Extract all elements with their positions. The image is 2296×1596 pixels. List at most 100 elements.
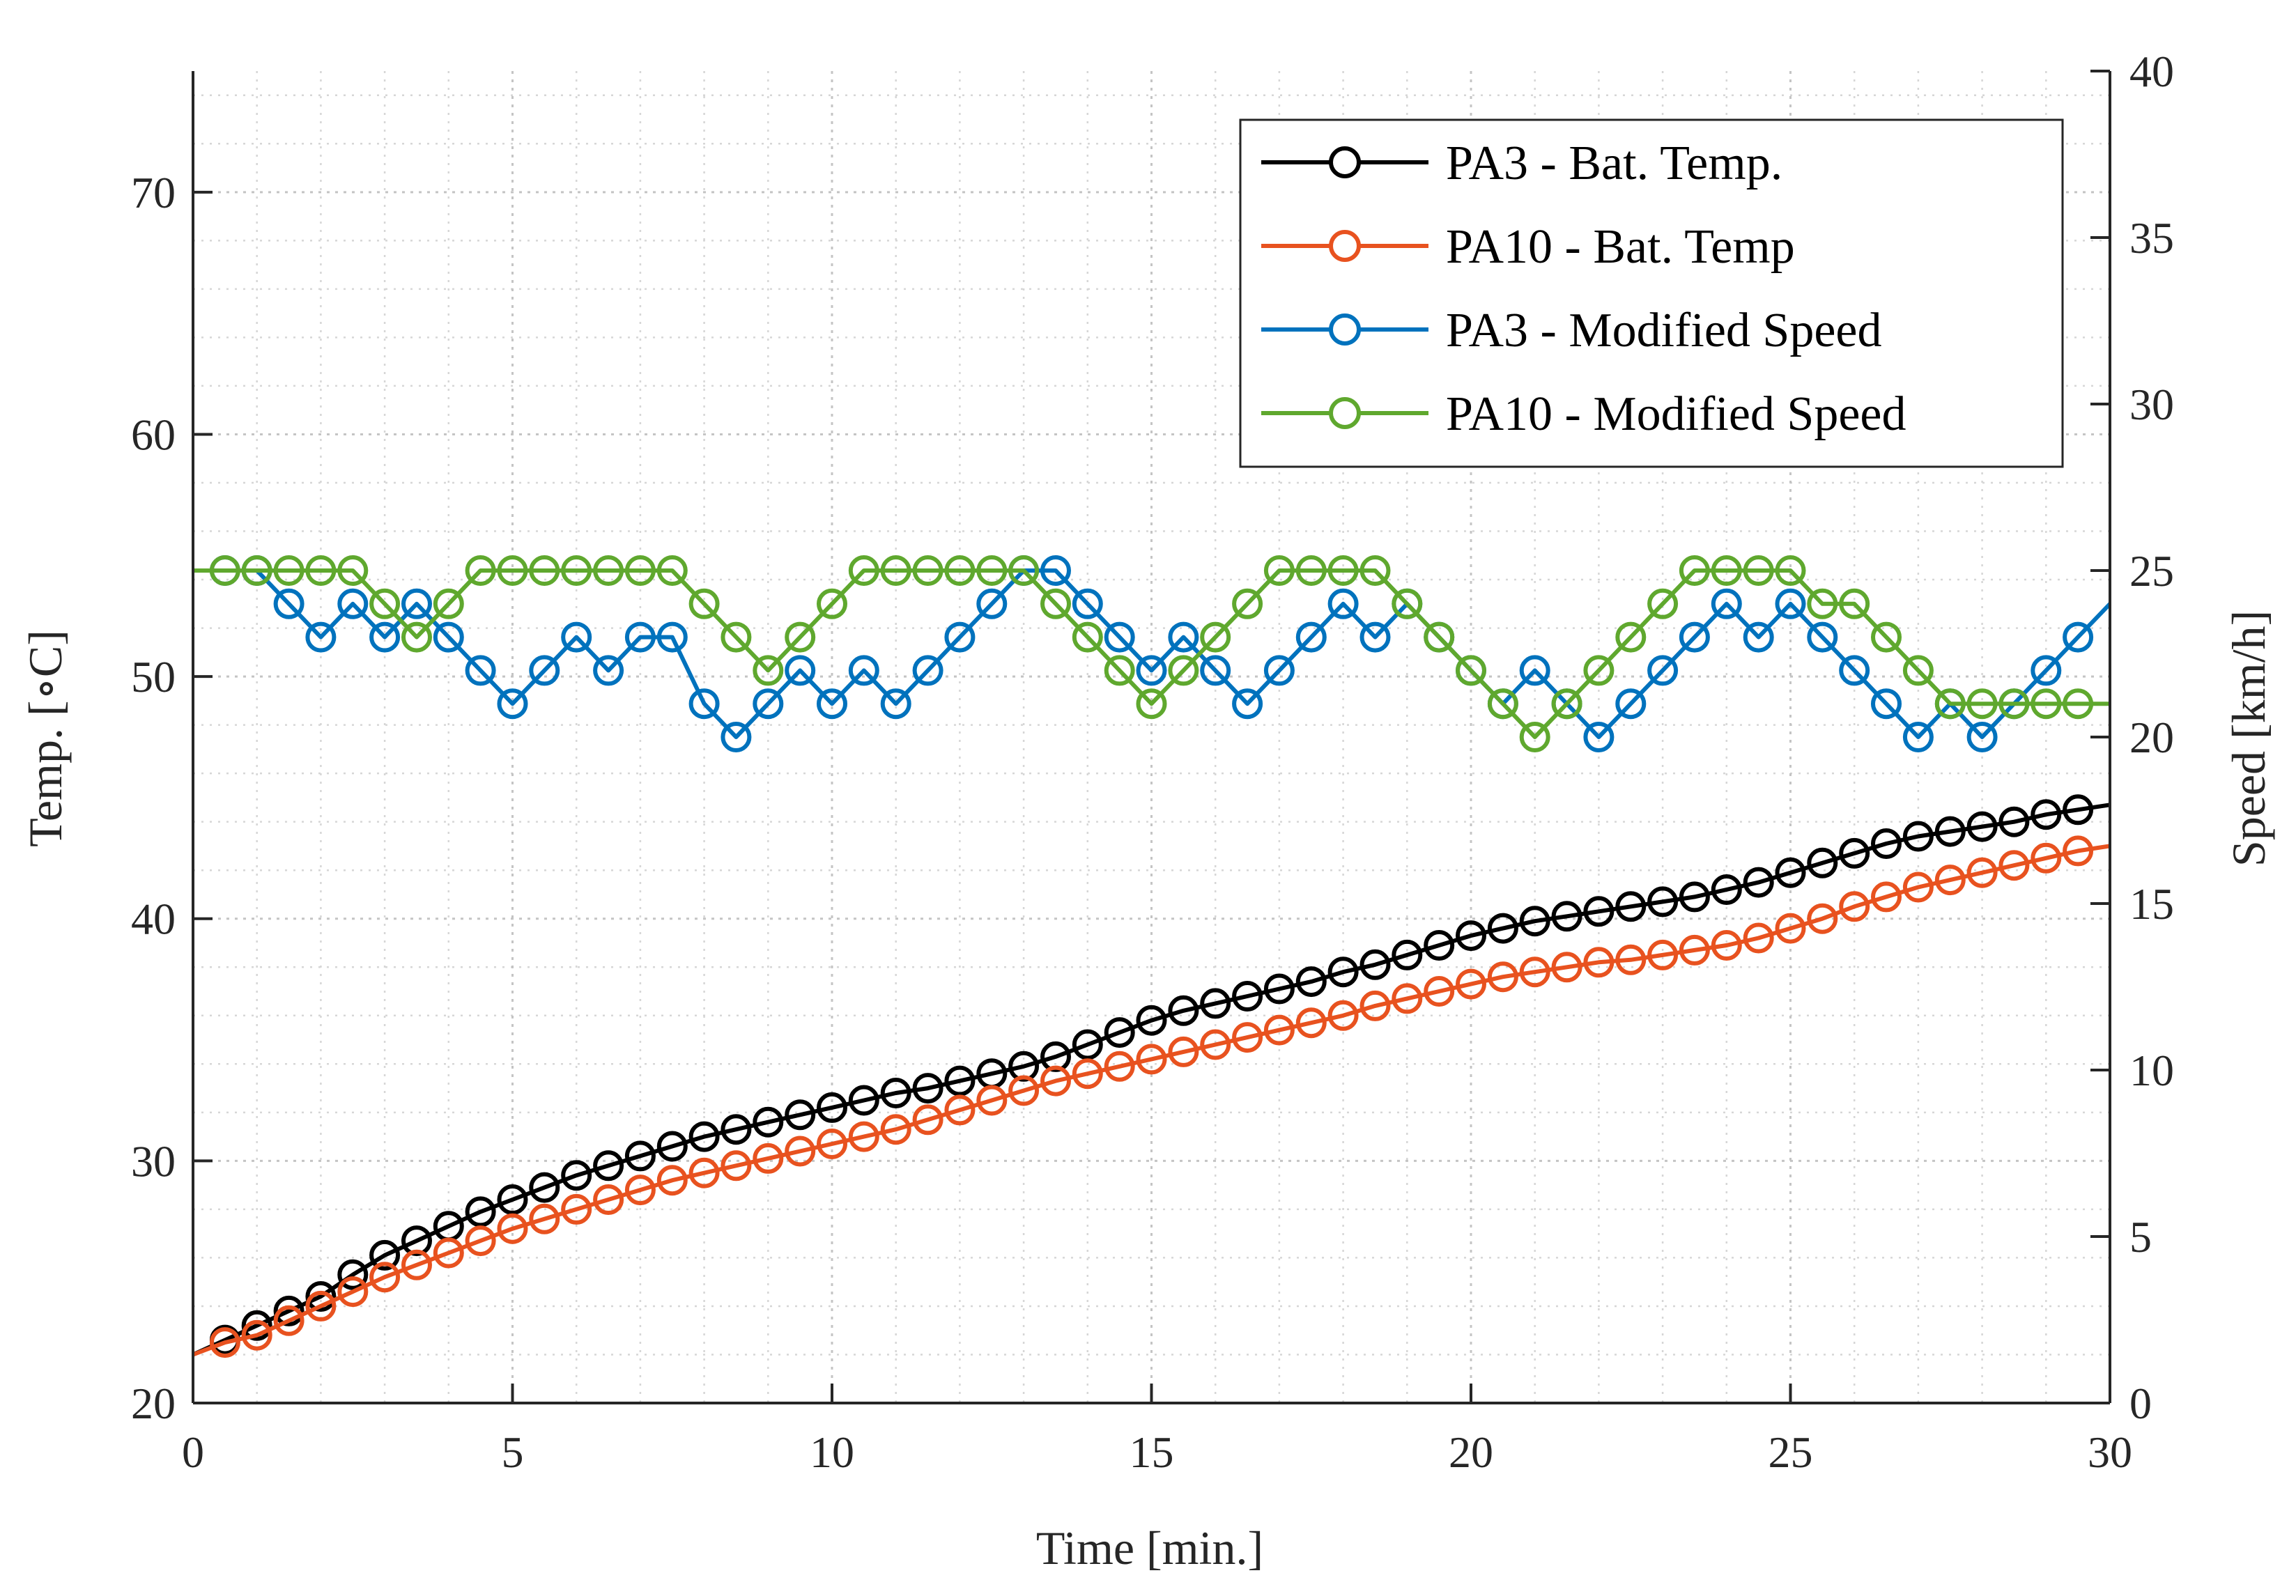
- data-point: [561, 1193, 592, 1225]
- right-y-tick-label: 10: [2129, 1046, 2174, 1095]
- data-point: [688, 588, 720, 619]
- data-point: [1072, 1058, 1103, 1090]
- data-point: [593, 555, 624, 586]
- data-point: [1168, 995, 1199, 1026]
- data-point: [1934, 688, 1966, 720]
- data-point: [848, 655, 879, 686]
- legend-marker: [1329, 397, 1361, 429]
- x-tick-label: 20: [1449, 1427, 1493, 1477]
- data-point: [1615, 891, 1647, 922]
- data-point: [273, 1295, 305, 1326]
- series-line: [193, 568, 2110, 739]
- data-point: [273, 555, 305, 586]
- data-point: [1807, 588, 1838, 619]
- data-point: [1424, 976, 1455, 1007]
- x-tick-label: 5: [502, 1427, 524, 1477]
- data-point: [465, 655, 496, 686]
- data-point: [624, 621, 656, 653]
- data-point: [1327, 956, 1359, 988]
- data-point: [401, 588, 432, 619]
- data-point: [593, 655, 624, 686]
- series-line: [193, 568, 2112, 739]
- data-point: [593, 1150, 624, 1181]
- data-point: [1711, 930, 1742, 961]
- data-point: [1327, 555, 1359, 586]
- series-line: [192, 844, 2111, 1357]
- data-point: [1263, 1014, 1295, 1046]
- data-point: [1934, 865, 1966, 896]
- data-point: [1200, 988, 1231, 1019]
- series-line: [192, 803, 2111, 1357]
- data-point: [1647, 588, 1679, 619]
- data-point: [1775, 857, 1806, 888]
- data-point: [1966, 722, 1998, 752]
- data-point: [688, 1121, 720, 1152]
- data-point: [1679, 934, 1710, 966]
- data-point: [1647, 655, 1679, 686]
- data-point: [1424, 621, 1455, 653]
- data-point: [1168, 621, 1199, 653]
- data-point: [1040, 1065, 1071, 1097]
- data-point: [1072, 1029, 1103, 1060]
- legend-label: PA10 - Bat. Temp: [1446, 220, 1795, 274]
- data-point: [1136, 1005, 1167, 1036]
- data-point: [912, 555, 943, 586]
- legend-marker: [1329, 230, 1361, 262]
- data-point: [880, 688, 911, 720]
- data-point: [1200, 621, 1231, 653]
- data-point: [1359, 990, 1391, 1021]
- data-point: [593, 1184, 624, 1215]
- data-point: [976, 588, 1008, 619]
- data-point: [337, 588, 369, 619]
- data-point: [401, 1225, 432, 1257]
- data-point: [785, 621, 816, 653]
- data-point: [721, 722, 752, 752]
- data-point: [656, 1165, 688, 1196]
- data-point: [1647, 886, 1679, 917]
- data-point: [1583, 947, 1615, 978]
- data-point: [1008, 1051, 1040, 1082]
- data-point: [337, 1259, 369, 1290]
- data-point: [1295, 1007, 1327, 1039]
- data-point: [2031, 688, 2062, 720]
- data-point: [561, 1160, 592, 1191]
- data-point: [817, 588, 847, 619]
- data-point: [2031, 655, 2062, 686]
- data-point: [433, 588, 464, 619]
- left-y-tick-label: 60: [131, 410, 176, 459]
- data-point: [1775, 555, 1806, 586]
- left-y-tick-label: 20: [131, 1379, 176, 1428]
- data-point: [1424, 930, 1455, 961]
- data-point: [529, 1203, 560, 1234]
- data-point: [817, 688, 847, 720]
- data-point: [1295, 621, 1327, 653]
- series-pa3-modified-speed: [193, 555, 2112, 752]
- data-point: [1871, 688, 1902, 720]
- data-point: [1615, 621, 1647, 653]
- data-point: [1200, 1029, 1231, 1060]
- data-point: [1104, 621, 1135, 653]
- data-point: [1104, 655, 1135, 686]
- data-point: [305, 555, 337, 586]
- data-point: [753, 688, 784, 720]
- data-point: [1168, 655, 1199, 686]
- x-tick-label: 10: [810, 1427, 854, 1477]
- data-point: [880, 555, 911, 586]
- data-point: [529, 655, 560, 686]
- data-point: [1839, 655, 1870, 686]
- data-point: [465, 1225, 496, 1257]
- right-y-tick-label: 40: [2129, 47, 2174, 96]
- data-point: [1392, 588, 1423, 619]
- legend-marker: [1329, 146, 1361, 178]
- data-point: [785, 655, 816, 686]
- data-point: [1743, 867, 1774, 898]
- data-point: [1551, 688, 1582, 720]
- data-point: [305, 1290, 337, 1322]
- axes-layer: [192, 70, 2111, 1404]
- data-point: [912, 1104, 943, 1136]
- data-point: [912, 1073, 943, 1104]
- data-point: [2063, 835, 2094, 867]
- data-point: [273, 588, 305, 619]
- data-point: [1136, 1044, 1167, 1075]
- data-point: [1583, 655, 1615, 686]
